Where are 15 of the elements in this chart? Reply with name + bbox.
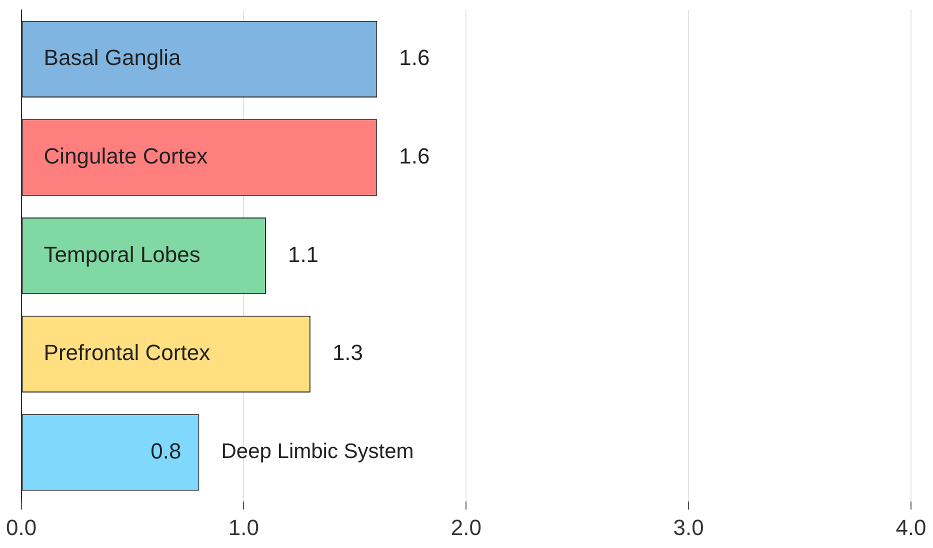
x-tick-label: 1.0 [228,514,260,540]
data-label: 1.1 [288,242,319,267]
data-label: 1.6 [399,144,430,169]
x-tick-label: 2.0 [450,514,482,540]
x-tick-label: 3.0 [673,514,704,540]
y-tick-label: Basal Ganglia [44,45,182,70]
data-label: 0.8 [150,438,182,464]
data-label: 1.6 [399,45,430,70]
x-tick-label: 0.0 [6,514,37,540]
y-tick-label: Cingulate Cortex [44,144,208,169]
y-tick-label: Temporal Lobes [44,242,200,267]
y-tick-label: Prefrontal Cortex [44,340,210,366]
y-tick-label: Deep Limbic System [221,440,414,464]
data-label: 1.3 [332,340,364,366]
x-tick-label: 4.0 [896,514,926,540]
